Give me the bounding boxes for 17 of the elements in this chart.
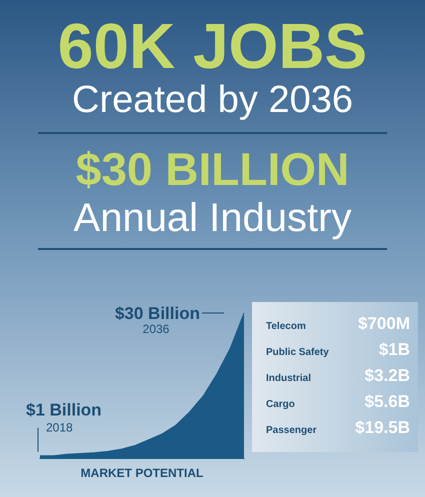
text: $5.6B bbox=[364, 392, 410, 412]
text: $19.5B bbox=[355, 418, 410, 438]
x-axis-title: MARKET POTENTIAL bbox=[80, 466, 204, 480]
text: $700M bbox=[358, 314, 410, 334]
annotation: $30 Billion bbox=[114, 304, 200, 323]
text: $3.2B bbox=[364, 366, 410, 386]
text: Cargo bbox=[266, 399, 295, 410]
annotation: 2018 bbox=[46, 420, 74, 435]
text: Passenger bbox=[266, 425, 317, 436]
text: Public Safety bbox=[266, 347, 329, 358]
text: $1B bbox=[378, 340, 410, 360]
text: Telecom bbox=[266, 321, 306, 332]
text: Annual Industry bbox=[72, 195, 352, 242]
annotation: $1 Billion bbox=[26, 400, 102, 420]
annotation: 2036 bbox=[142, 322, 170, 336]
text: $30 BILLION bbox=[74, 143, 350, 195]
text: Industrial bbox=[266, 373, 312, 384]
